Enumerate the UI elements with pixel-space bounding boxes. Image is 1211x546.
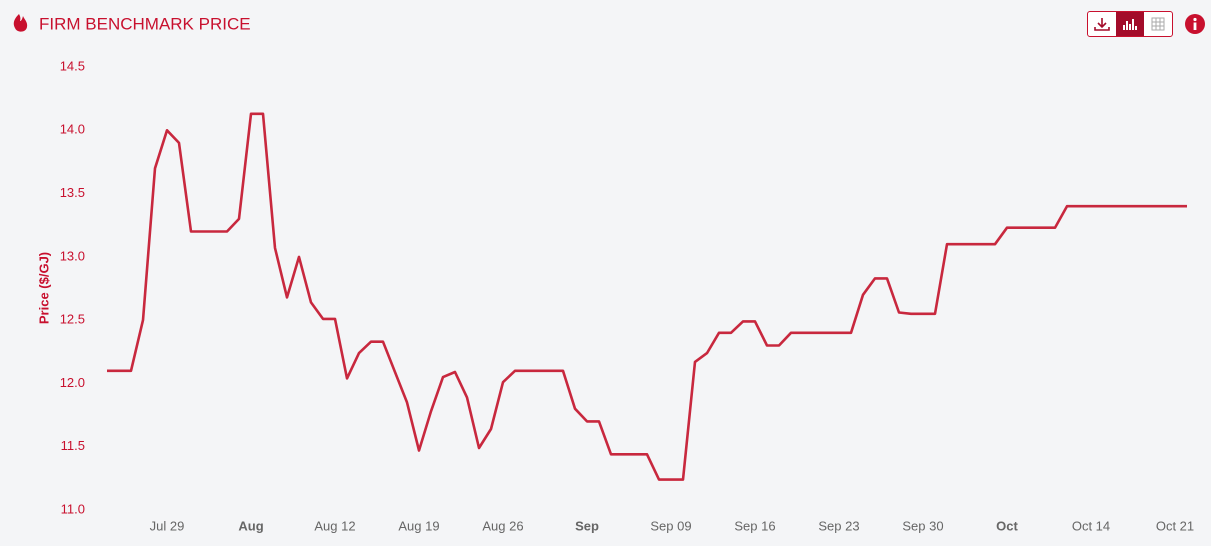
x-tick-label: Aug 26	[482, 518, 523, 533]
x-tick-label: Oct 14	[1072, 518, 1110, 533]
x-tick-label: Jul 29	[150, 518, 185, 533]
x-tick-label: Aug	[238, 518, 263, 533]
y-tick-label: 14.0	[60, 122, 85, 137]
chart-view-button[interactable]	[1116, 12, 1144, 36]
x-tick-label: Oct 21	[1156, 518, 1194, 533]
x-tick-label: Sep	[575, 518, 599, 533]
y-tick-label: 12.5	[60, 312, 85, 327]
y-tick-label: 11.5	[61, 438, 85, 453]
info-icon	[1193, 17, 1197, 30]
y-tick-label: 11.0	[61, 501, 85, 516]
download-button[interactable]	[1088, 12, 1116, 36]
chart-icon	[1123, 19, 1137, 30]
price-line	[107, 112, 1187, 481]
view-toggle	[1087, 11, 1173, 37]
x-tick-label: Sep 30	[902, 518, 943, 533]
x-tick-label: Sep 23	[818, 518, 859, 533]
x-tick-label: Aug 12	[314, 518, 355, 533]
y-axis-label: Price ($/GJ)	[36, 252, 51, 324]
x-tick-label: Oct	[996, 518, 1018, 533]
y-tick-label: 13.5	[60, 185, 85, 200]
x-tick-label: Sep 09	[650, 518, 691, 533]
chart-title: FIRM BENCHMARK PRICE	[39, 14, 251, 33]
download-icon	[1094, 18, 1110, 31]
y-tick-label: 13.0	[60, 248, 85, 263]
y-tick-label: 14.5	[60, 58, 85, 73]
x-tick-label: Sep 16	[734, 518, 775, 533]
y-tick-label: 12.0	[60, 375, 85, 390]
flame-icon	[13, 14, 28, 32]
table-view-button[interactable]	[1144, 12, 1172, 36]
x-tick-label: Aug 19	[398, 518, 439, 533]
table-icon	[1151, 17, 1165, 31]
info-button[interactable]	[1185, 14, 1205, 34]
